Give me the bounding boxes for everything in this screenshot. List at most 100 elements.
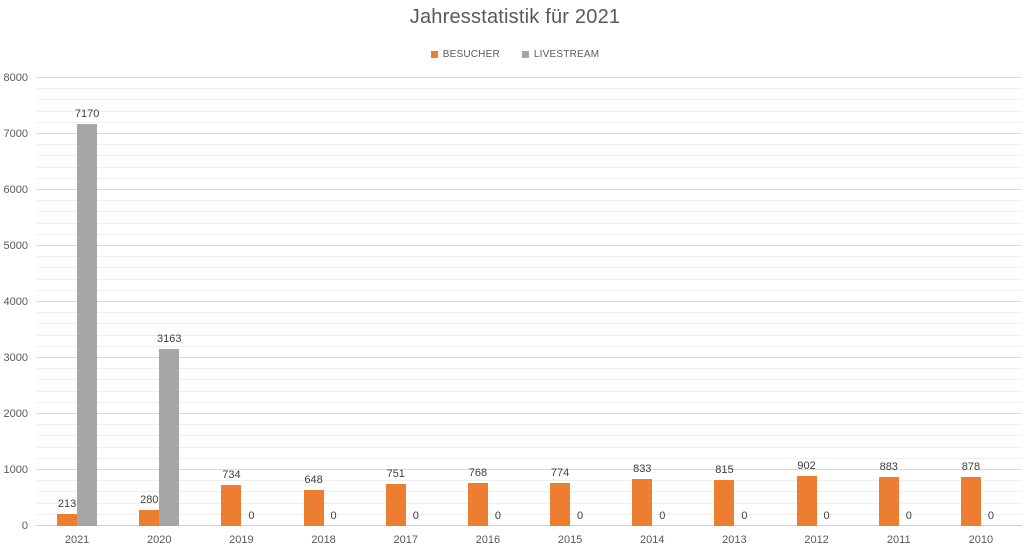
value-label-livestream-2013: 0 — [741, 510, 748, 522]
value-label-livestream-2015: 0 — [577, 510, 584, 522]
value-label-besucher-2017: 751 — [386, 467, 405, 480]
value-label-livestream-2019: 0 — [248, 510, 255, 522]
bar-besucher-2016 — [467, 483, 488, 526]
minor-gridline — [36, 334, 1022, 336]
value-label-livestream-2017: 0 — [412, 510, 419, 522]
legend-swatch-livestream — [521, 51, 529, 58]
value-label-besucher-2019: 734 — [222, 468, 241, 481]
bar-besucher-2011 — [878, 476, 899, 526]
minor-gridline — [36, 502, 1022, 504]
minor-gridline — [36, 379, 1022, 381]
y-axis-tick-label: 2000 — [3, 407, 28, 420]
y-axis-tick-label: 6000 — [3, 183, 28, 196]
minor-gridline — [36, 345, 1022, 347]
y-axis-tick-label: 7000 — [3, 127, 28, 140]
minor-gridline — [36, 323, 1022, 325]
value-label-livestream-2018: 0 — [330, 510, 337, 522]
minor-gridline — [36, 200, 1022, 202]
minor-gridline — [36, 211, 1022, 213]
bar-besucher-2012 — [796, 475, 817, 526]
minor-gridline — [36, 390, 1022, 392]
minor-gridline — [36, 401, 1022, 403]
minor-gridline — [36, 166, 1022, 168]
major-gridline — [36, 245, 1022, 246]
value-label-besucher-2018: 648 — [304, 473, 323, 486]
value-label-livestream-2014: 0 — [659, 510, 666, 522]
major-gridline — [36, 357, 1022, 358]
minor-gridline — [36, 222, 1022, 224]
major-gridline — [36, 301, 1022, 302]
minor-gridline — [36, 457, 1022, 459]
major-gridline — [36, 413, 1022, 414]
chart-title: Jahresstatistik für 2021 — [409, 6, 621, 28]
x-axis-category-label: 2017 — [393, 534, 418, 546]
minor-gridline — [36, 110, 1022, 112]
value-label-livestream-2010: 0 — [987, 510, 994, 522]
legend-label: BESUCHER — [442, 49, 500, 60]
x-axis-category-label: 2014 — [640, 534, 665, 546]
x-axis-category-label: 2010 — [968, 534, 994, 546]
minor-gridline — [36, 513, 1022, 515]
value-label-livestream-2016: 0 — [494, 510, 501, 522]
value-label-besucher-2012: 902 — [797, 459, 816, 472]
major-gridline — [36, 77, 1022, 78]
minor-gridline — [36, 424, 1022, 426]
minor-gridline — [36, 289, 1022, 291]
y-axis-tick-label: 8000 — [3, 71, 28, 84]
minor-gridline — [36, 256, 1022, 258]
x-axis-category-label: 2011 — [886, 534, 911, 546]
bar-besucher-2017 — [385, 483, 406, 526]
value-label-livestream-2021: 7170 — [74, 108, 100, 121]
legend-label: LIVESTREAM — [533, 49, 600, 60]
x-axis-category-label: 2020 — [147, 534, 172, 546]
value-label-besucher-2020: 280 — [140, 494, 159, 507]
minor-gridline — [36, 233, 1022, 235]
minor-gridline — [36, 435, 1022, 437]
value-label-livestream-2011: 0 — [905, 510, 912, 522]
legend-item-livestream: LIVESTREAM — [521, 49, 600, 60]
x-axis-category-label: 2012 — [804, 534, 829, 546]
y-axis-tick-label: 5000 — [3, 239, 28, 252]
value-label-besucher-2010: 878 — [961, 460, 981, 473]
minor-gridline — [36, 155, 1022, 157]
legend-swatch-besucher — [430, 51, 438, 58]
minor-gridline — [36, 144, 1022, 146]
bar-besucher-2010 — [960, 476, 981, 526]
bar-besucher-2018 — [303, 489, 324, 526]
y-axis-tick-label: 0 — [21, 519, 28, 532]
bar-besucher-2019 — [221, 484, 242, 526]
x-axis-category-label: 2021 — [64, 534, 90, 546]
bar-livestream-2021 — [77, 124, 98, 526]
x-axis-category-label: 2018 — [311, 534, 336, 546]
value-label-besucher-2016: 768 — [468, 467, 488, 479]
minor-gridline — [36, 121, 1022, 123]
bar-besucher-2014 — [632, 479, 653, 526]
x-axis-category-label: 2015 — [557, 534, 583, 546]
minor-gridline — [36, 446, 1022, 448]
minor-gridline — [36, 368, 1022, 370]
minor-gridline — [36, 491, 1022, 493]
plot-area: 213 7170 2021 280 3163 2020 734 0 2019 648 0 2018 75… — [36, 77, 1022, 546]
bar-besucher-2013 — [714, 480, 735, 526]
major-gridline — [36, 469, 1022, 470]
x-axis-category-label: 2016 — [475, 534, 501, 546]
bar-besucher-2015 — [550, 482, 571, 526]
bar-livestream-2020 — [159, 348, 180, 526]
value-label-besucher-2015: 774 — [550, 466, 570, 479]
x-axis-category-label: 2019 — [229, 534, 254, 546]
value-label-besucher-2014: 833 — [633, 463, 652, 476]
value-label-besucher-2021: 213 — [57, 498, 77, 511]
value-label-besucher-2011: 883 — [879, 460, 898, 473]
minor-gridline — [36, 480, 1022, 482]
y-axis-tick-label: 1000 — [3, 463, 28, 476]
minor-gridline — [36, 99, 1022, 101]
major-gridline — [36, 133, 1022, 134]
y-axis-tick-label: 3000 — [3, 351, 28, 364]
value-label-livestream-2020: 3163 — [157, 332, 182, 345]
value-label-livestream-2012: 0 — [823, 510, 830, 522]
minor-gridline — [36, 177, 1022, 179]
minor-gridline — [36, 88, 1022, 90]
value-label-besucher-2013: 815 — [715, 464, 734, 477]
legend-item-besucher: BESUCHER — [430, 49, 500, 60]
